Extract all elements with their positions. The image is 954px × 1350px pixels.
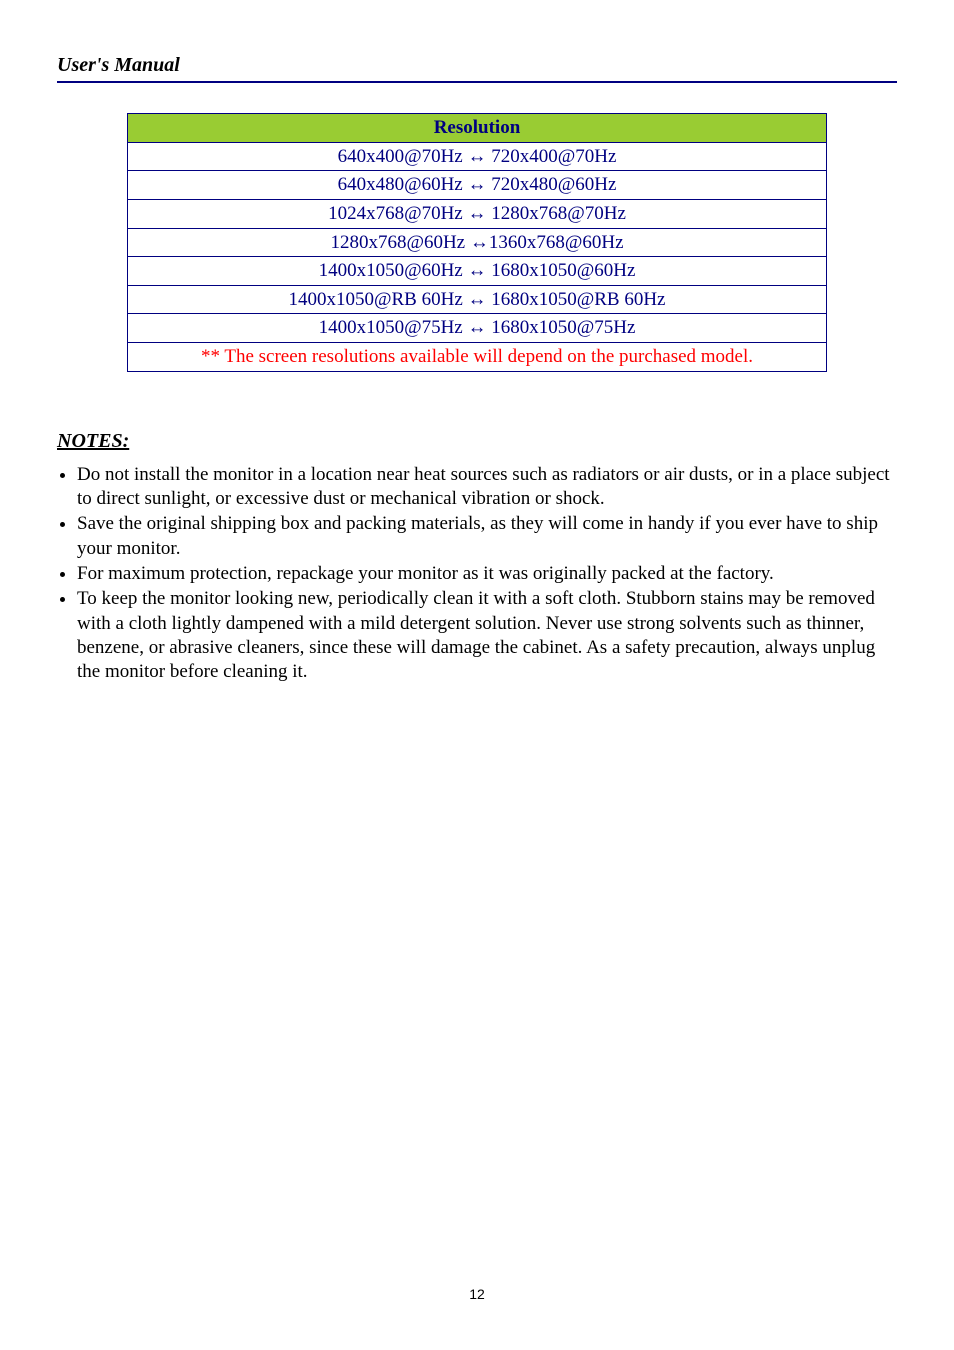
resolution-cell: 640x400@70Hz ↔ 720x400@70Hz <box>128 142 827 171</box>
resolution-cell: 1400x1050@75Hz ↔ 1680x1050@75Hz <box>128 314 827 343</box>
list-item: Do not install the monitor in a location… <box>77 463 897 512</box>
resolution-cell: 1400x1050@60Hz ↔ 1680x1050@60Hz <box>128 257 827 286</box>
table-row: 1400x1050@60Hz ↔ 1680x1050@60Hz <box>128 257 827 286</box>
resolution-footnote: ** The screen resolutions available will… <box>128 343 827 372</box>
resolution-table: Resolution 640x400@70Hz ↔ 720x400@70Hz 6… <box>127 113 827 372</box>
table-footnote-row: ** The screen resolutions available will… <box>128 343 827 372</box>
notes-list: Do not install the monitor in a location… <box>57 463 897 685</box>
resolution-cell: 1024x768@70Hz ↔ 1280x768@70Hz <box>128 199 827 228</box>
table-row: 1024x768@70Hz ↔ 1280x768@70Hz <box>128 199 827 228</box>
table-row: 1400x1050@75Hz ↔ 1680x1050@75Hz <box>128 314 827 343</box>
resolution-cell: 1280x768@60Hz ↔1360x768@60Hz <box>128 228 827 257</box>
resolution-cell: 640x480@60Hz ↔ 720x480@60Hz <box>128 171 827 200</box>
list-item: Save the original shipping box and packi… <box>77 512 897 561</box>
header-rule <box>57 81 897 83</box>
table-row: 640x480@60Hz ↔ 720x480@60Hz <box>128 171 827 200</box>
list-item: To keep the monitor looking new, periodi… <box>77 587 897 684</box>
page-header-title: User's Manual <box>57 54 897 77</box>
list-item: For maximum protection, repackage your m… <box>77 562 897 586</box>
table-header-row: Resolution <box>128 114 827 143</box>
notes-heading: NOTES: <box>57 430 897 453</box>
table-row: 1280x768@60Hz ↔1360x768@60Hz <box>128 228 827 257</box>
resolution-cell: 1400x1050@RB 60Hz ↔ 1680x1050@RB 60Hz <box>128 285 827 314</box>
table-row: 640x400@70Hz ↔ 720x400@70Hz <box>128 142 827 171</box>
table-header-cell: Resolution <box>128 114 827 143</box>
table-row: 1400x1050@RB 60Hz ↔ 1680x1050@RB 60Hz <box>128 285 827 314</box>
page-number: 12 <box>0 1286 954 1302</box>
